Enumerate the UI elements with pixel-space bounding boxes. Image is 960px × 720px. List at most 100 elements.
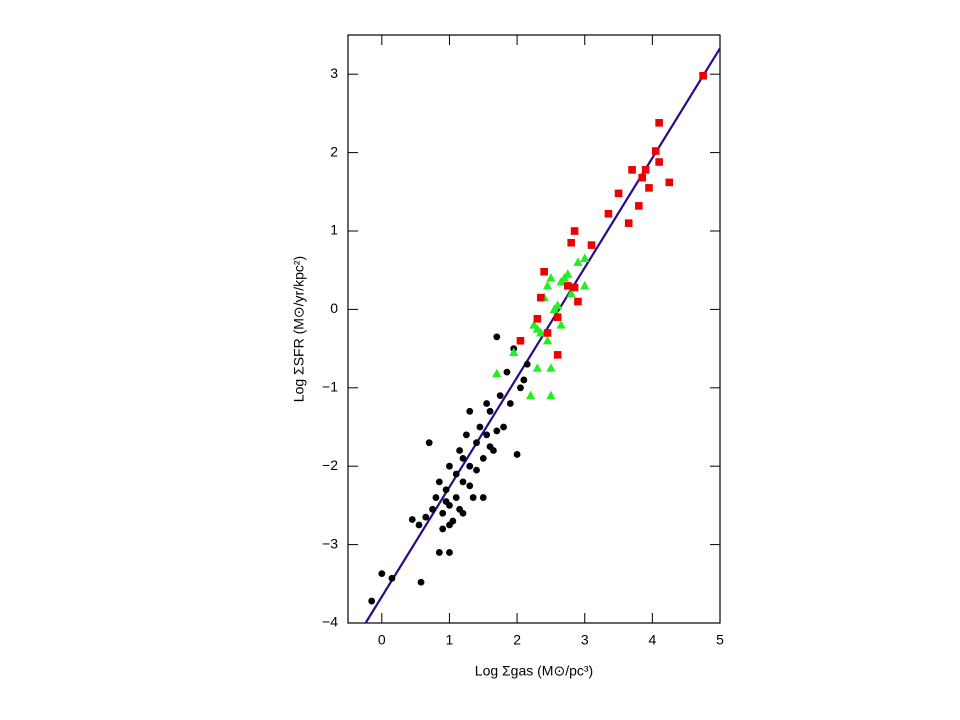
point <box>388 574 396 582</box>
point <box>439 525 447 533</box>
point <box>496 392 504 400</box>
y-tick-label: −2 <box>322 457 338 473</box>
point <box>570 227 579 235</box>
point <box>604 209 613 218</box>
point <box>509 347 519 357</box>
x-tick-label: 1 <box>446 632 454 648</box>
point <box>533 315 542 323</box>
point <box>651 147 660 155</box>
point <box>516 336 525 345</box>
point <box>435 478 443 486</box>
point <box>466 407 474 415</box>
point <box>546 363 556 372</box>
point <box>624 219 633 227</box>
point <box>479 454 487 462</box>
point <box>628 166 636 174</box>
x-tick-label: 2 <box>513 632 521 648</box>
point <box>493 333 501 341</box>
point <box>699 71 707 80</box>
point <box>473 439 480 447</box>
y-axis-label: Log ΣSFR (M⊙/yr/kpc²) <box>291 256 307 402</box>
point <box>435 549 443 556</box>
point <box>553 300 563 310</box>
point <box>542 280 553 290</box>
point <box>645 184 653 192</box>
point <box>570 283 579 292</box>
point <box>469 494 477 501</box>
plot-frame <box>347 34 721 624</box>
point <box>638 173 647 182</box>
point <box>486 443 494 450</box>
y-tick-label: −1 <box>322 379 338 395</box>
y-tick-label: −4 <box>322 614 338 630</box>
point <box>483 431 491 439</box>
point <box>655 119 663 127</box>
point <box>553 313 562 322</box>
point <box>580 253 590 263</box>
point <box>536 293 545 302</box>
point <box>452 494 460 501</box>
point <box>506 400 514 407</box>
point <box>587 241 596 249</box>
x-tick-label: 0 <box>378 632 386 648</box>
point <box>574 297 582 306</box>
point <box>422 513 430 521</box>
point <box>492 368 502 378</box>
point <box>417 578 425 586</box>
point <box>526 390 536 400</box>
point <box>542 335 553 345</box>
point <box>476 423 484 431</box>
point <box>546 273 556 282</box>
point <box>553 351 562 359</box>
point <box>503 368 511 376</box>
point <box>563 269 573 278</box>
point <box>564 282 572 290</box>
x-tick-label: 4 <box>648 632 656 648</box>
point <box>452 470 460 478</box>
point <box>483 400 491 407</box>
point <box>486 407 494 415</box>
x-tick-label: 5 <box>716 632 724 648</box>
point <box>543 329 552 337</box>
point <box>456 505 463 513</box>
x-tick-label: 3 <box>581 632 589 648</box>
point <box>540 267 548 276</box>
point <box>459 454 467 462</box>
point <box>580 280 590 290</box>
point <box>368 597 376 605</box>
point <box>466 462 474 470</box>
x-axis-label: Log Σgas (M⊙/pc³) <box>475 663 593 679</box>
point <box>466 482 474 490</box>
y-tick-label: −3 <box>322 535 338 551</box>
point <box>415 521 423 529</box>
point <box>546 390 556 400</box>
point <box>556 320 566 329</box>
point <box>520 376 528 384</box>
point <box>567 238 575 247</box>
y-tick-label: 3 <box>330 65 338 81</box>
point <box>429 505 436 513</box>
point <box>493 427 501 435</box>
point <box>655 158 663 166</box>
point <box>573 257 583 266</box>
point <box>378 570 386 578</box>
y-tick-label: 2 <box>330 143 338 159</box>
point <box>635 202 643 210</box>
point <box>566 288 576 298</box>
point <box>473 466 480 474</box>
point <box>439 509 447 517</box>
point <box>456 447 463 454</box>
point <box>641 166 650 174</box>
point <box>517 384 524 392</box>
point <box>446 521 453 529</box>
point <box>479 494 487 501</box>
point <box>532 324 542 333</box>
y-tick-label: 0 <box>330 300 338 316</box>
point <box>523 360 531 368</box>
point <box>408 516 416 523</box>
point <box>432 494 440 501</box>
point <box>665 178 674 187</box>
point <box>500 423 507 431</box>
point <box>425 439 433 447</box>
